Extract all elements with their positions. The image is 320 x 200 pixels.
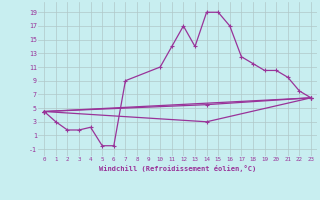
X-axis label: Windchill (Refroidissement éolien,°C): Windchill (Refroidissement éolien,°C)	[99, 165, 256, 172]
